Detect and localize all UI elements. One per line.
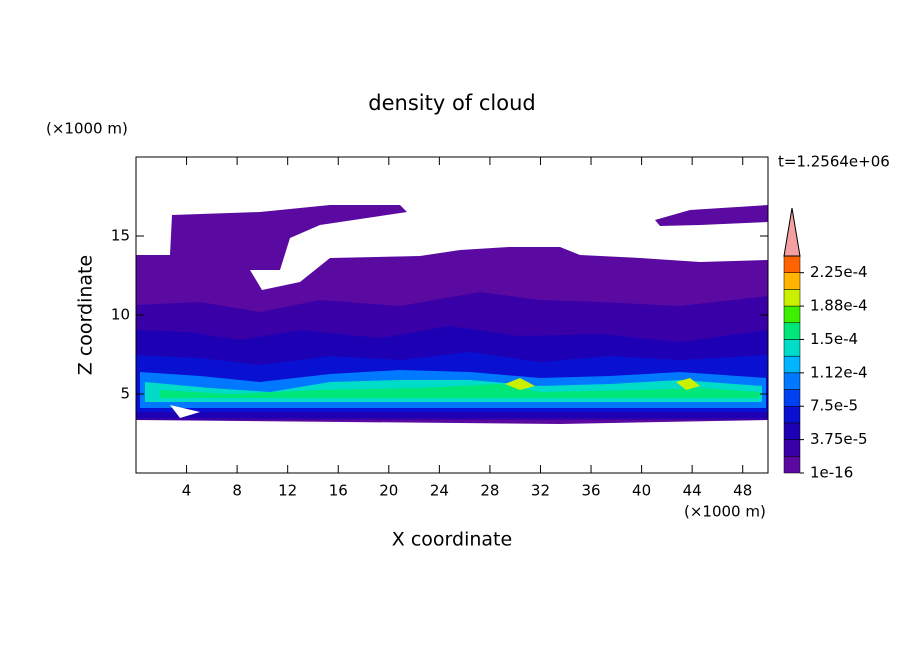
colorbar-band (783, 405, 801, 424)
x-tick-label: 4 (182, 482, 192, 500)
x-tick-label: 20 (379, 482, 398, 500)
colorbar-band (783, 255, 801, 273)
colorbar-label: 1.12e-4 (810, 363, 868, 381)
x-tick-label: 44 (683, 482, 702, 500)
colorbar-band (783, 339, 801, 357)
colorbar-label: 2.25e-4 (810, 263, 868, 281)
x-tick-label: 28 (480, 482, 499, 500)
y-tick-label: 5 (120, 385, 130, 403)
colorbar-band (783, 305, 801, 324)
colorbar-label: 1.5e-4 (810, 330, 858, 348)
colorbar-band (783, 389, 801, 407)
x-tick-label: 36 (581, 482, 600, 500)
colorbar-label: 1.88e-4 (810, 297, 868, 315)
contour-region (676, 378, 700, 390)
x-axis-title: X coordinate (392, 529, 512, 551)
cloud-field (136, 205, 768, 424)
x-tick-label: 8 (232, 482, 242, 500)
colorbar-label: 3.75e-5 (810, 430, 868, 448)
colorbar-band (783, 456, 801, 474)
x-unit: (×1000 m) (684, 503, 766, 521)
x-tick-label: 40 (632, 482, 651, 500)
x-tick-label: 24 (430, 482, 449, 500)
colorbar-band (783, 439, 801, 457)
contour-region (655, 205, 768, 226)
contour-region (160, 384, 760, 398)
contour-region (505, 378, 535, 390)
annotation: t=1.2564e+06 (778, 153, 890, 171)
colorbar-band (783, 355, 801, 374)
x-tick-label: 12 (278, 482, 297, 500)
colorbar-band (783, 272, 801, 290)
colorbar-band (783, 322, 801, 340)
colorbar-label: 1e-16 (810, 464, 853, 482)
x-tick-label: 48 (733, 482, 752, 500)
colorbar-band (783, 372, 801, 390)
colorbar-extend (783, 207, 801, 257)
x-tick-label: 32 (531, 482, 550, 500)
colorbar-band (783, 422, 801, 440)
colorbar-band (783, 289, 801, 307)
y-tick-label: 15 (111, 227, 130, 245)
y-tick-label: 10 (111, 306, 130, 324)
x-tick-label: 16 (329, 482, 348, 500)
y-unit: (×1000 m) (46, 120, 128, 138)
chart-title: density of cloud (368, 91, 535, 115)
colorbar-label: 7.5e-5 (810, 397, 858, 415)
gap (170, 405, 200, 418)
y-axis-title: Z coordinate (75, 255, 97, 375)
